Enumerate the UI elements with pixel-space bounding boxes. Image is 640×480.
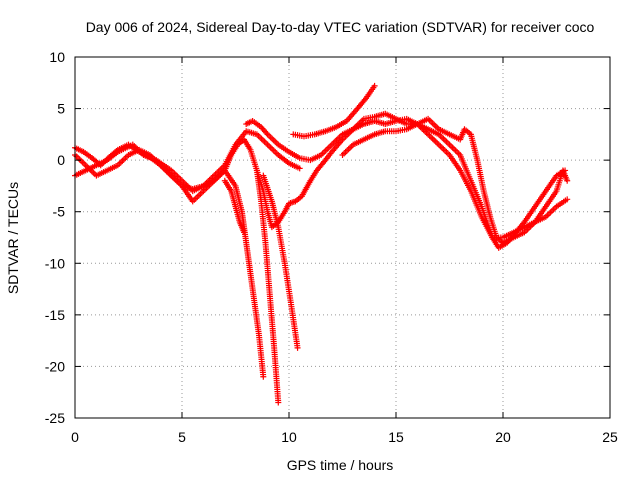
y-tick-label: -20: [45, 358, 65, 374]
data-point: [564, 196, 571, 203]
series-track-7: [260, 172, 301, 351]
y-tick-label: -25: [45, 410, 65, 426]
y-tick-label: -5: [53, 204, 66, 220]
x-axis-label: GPS time / hours: [287, 457, 394, 473]
x-tick-label: 5: [178, 429, 186, 445]
y-tick-label: 10: [49, 49, 65, 65]
series-track-4: [221, 177, 248, 236]
data-point: [371, 82, 378, 89]
y-tick-label: -15: [45, 307, 65, 323]
x-tick-label: 20: [495, 429, 511, 445]
x-axis: 0 5 10 15 20 25: [71, 57, 618, 445]
y-tick-label: 5: [57, 101, 65, 117]
y-tick-label: 0: [57, 152, 65, 168]
grid: [75, 57, 610, 418]
plot-frame: [74, 56, 611, 419]
series-track-9: [339, 115, 571, 246]
x-tick-label: 10: [281, 429, 297, 445]
series-track-6: [253, 110, 569, 251]
data-point: [260, 373, 267, 380]
data-point: [275, 399, 282, 406]
series-track-3: [72, 146, 267, 380]
data-point: [296, 165, 303, 172]
chart-title: Day 006 of 2024, Sidereal Day-to-day VTE…: [86, 19, 595, 35]
data-points: [72, 82, 571, 406]
data-point: [564, 177, 571, 184]
series-track-8: [290, 82, 378, 140]
y-axis-label: SDTVAR / TECUs: [5, 182, 21, 294]
y-tick-label: -10: [45, 255, 65, 271]
data-point: [294, 344, 301, 351]
x-tick-label: 25: [602, 429, 618, 445]
x-tick-label: 0: [71, 429, 79, 445]
x-tick-label: 15: [388, 429, 404, 445]
data-point: [241, 229, 248, 236]
y-axis: -25 -20 -15 -10 -5 0 5 10: [45, 49, 610, 426]
